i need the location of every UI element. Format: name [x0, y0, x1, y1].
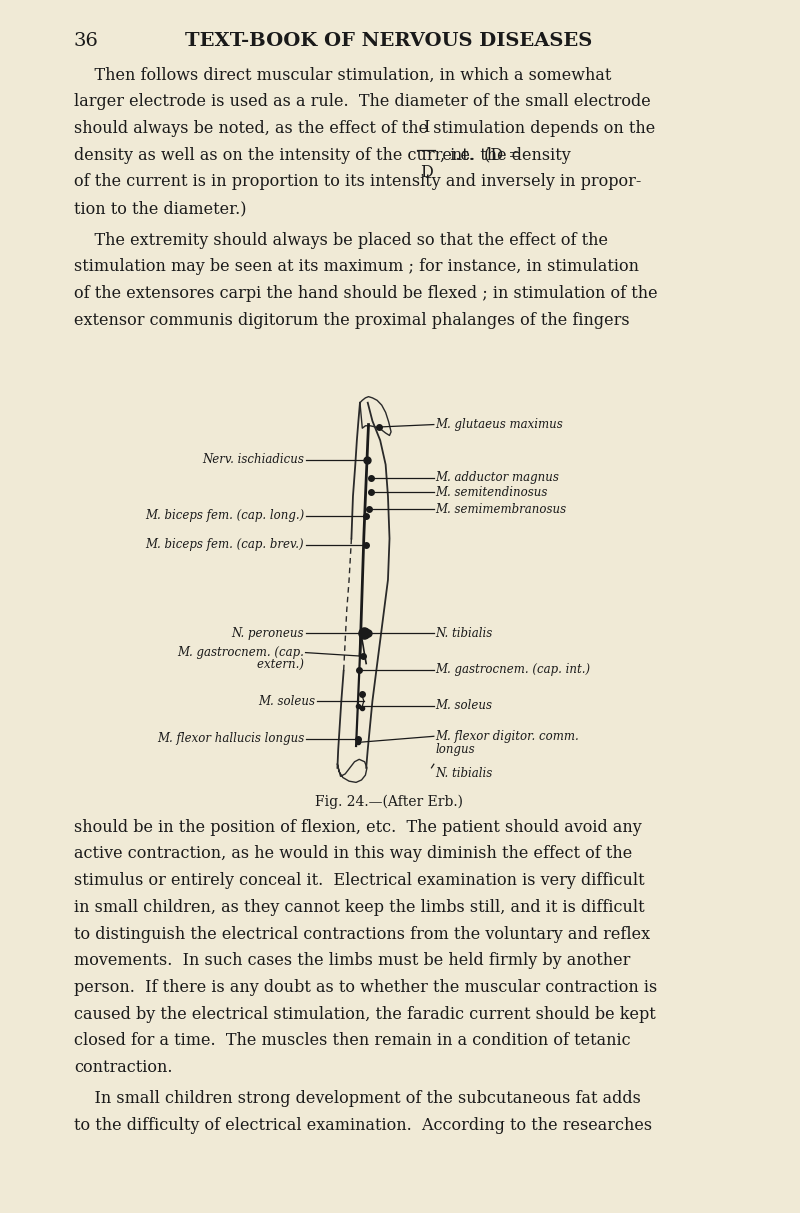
Text: contraction.: contraction.	[74, 1059, 172, 1076]
Text: movements.  In such cases the limbs must be held firmly by another: movements. In such cases the limbs must …	[74, 952, 630, 969]
Text: 36: 36	[74, 32, 98, 50]
Text: M. glutaeus maximus: M. glutaeus maximus	[435, 418, 563, 431]
Text: of the extensores carpi the hand should be flexed ; in stimulation of the: of the extensores carpi the hand should …	[74, 285, 658, 302]
Text: TEXT-BOOK OF NERVOUS DISEASES: TEXT-BOOK OF NERVOUS DISEASES	[185, 32, 592, 50]
Text: Fig. 24.—(After Erb.): Fig. 24.—(After Erb.)	[314, 795, 462, 809]
Text: M. biceps fem. (cap. brev.): M. biceps fem. (cap. brev.)	[146, 539, 304, 551]
Text: density as well as on the intensity of the current.  (D =: density as well as on the intensity of t…	[74, 147, 522, 164]
Text: I: I	[423, 119, 430, 136]
Text: M. gastrocnem. (cap.: M. gastrocnem. (cap.	[177, 647, 304, 659]
Text: N. tibialis: N. tibialis	[435, 768, 493, 780]
Text: M. semitendinosus: M. semitendinosus	[435, 486, 548, 499]
Text: larger electrode is used as a rule.  The diameter of the small electrode: larger electrode is used as a rule. The …	[74, 93, 650, 110]
Text: should always be noted, as the effect of the stimulation depends on the: should always be noted, as the effect of…	[74, 120, 655, 137]
Text: extensor communis digitorum the proximal phalanges of the fingers: extensor communis digitorum the proximal…	[74, 312, 630, 329]
Text: in small children, as they cannot keep the limbs still, and it is difficult: in small children, as they cannot keep t…	[74, 899, 645, 916]
Text: M. adductor magnus: M. adductor magnus	[435, 472, 559, 484]
Text: stimulus or entirely conceal it.  Electrical examination is very difficult: stimulus or entirely conceal it. Electri…	[74, 872, 645, 889]
Text: M. flexor digitor. comm.: M. flexor digitor. comm.	[435, 730, 579, 742]
Text: stimulation may be seen at its maximum ; for instance, in stimulation: stimulation may be seen at its maximum ;…	[74, 258, 639, 275]
Text: closed for a time.  The muscles then remain in a condition of tetanic: closed for a time. The muscles then rema…	[74, 1032, 630, 1049]
Text: M. soleus: M. soleus	[435, 700, 492, 712]
Text: Then follows direct muscular stimulation, in which a somewhat: Then follows direct muscular stimulation…	[74, 67, 611, 84]
Text: should be in the position of flexion, etc.  The patient should avoid any: should be in the position of flexion, et…	[74, 819, 642, 836]
Text: D: D	[420, 164, 433, 181]
Text: , i.e. the density: , i.e. the density	[440, 147, 571, 164]
Text: Nerv. ischiadicus: Nerv. ischiadicus	[202, 454, 304, 466]
Text: tion to the diameter.): tion to the diameter.)	[74, 200, 246, 217]
Text: M. flexor hallucis longus: M. flexor hallucis longus	[157, 733, 304, 745]
Text: caused by the electrical stimulation, the faradic current should be kept: caused by the electrical stimulation, th…	[74, 1006, 656, 1023]
Text: N. peroneus: N. peroneus	[231, 627, 304, 639]
Text: N. tibialis: N. tibialis	[435, 627, 493, 639]
Text: M. biceps fem. (cap. long.): M. biceps fem. (cap. long.)	[145, 509, 304, 522]
Text: extern.): extern.)	[242, 660, 304, 672]
Text: M. gastrocnem. (cap. int.): M. gastrocnem. (cap. int.)	[435, 664, 590, 676]
Text: M. soleus: M. soleus	[258, 695, 316, 707]
Text: longus: longus	[435, 744, 475, 756]
Text: person.  If there is any doubt as to whether the muscular contraction is: person. If there is any doubt as to whet…	[74, 979, 657, 996]
Text: In small children strong development of the subcutaneous fat adds: In small children strong development of …	[74, 1090, 641, 1107]
Text: to distinguish the electrical contractions from the voluntary and reflex: to distinguish the electrical contractio…	[74, 926, 650, 943]
Text: The extremity should always be placed so that the effect of the: The extremity should always be placed so…	[74, 232, 608, 249]
Text: of the current is in proportion to its intensity and inversely in propor-: of the current is in proportion to its i…	[74, 173, 642, 190]
Text: M. semimembranosus: M. semimembranosus	[435, 503, 566, 516]
Text: active contraction, as he would in this way diminish the effect of the: active contraction, as he would in this …	[74, 845, 632, 862]
Text: to the difficulty of electrical examination.  According to the researches: to the difficulty of electrical examinat…	[74, 1117, 652, 1134]
